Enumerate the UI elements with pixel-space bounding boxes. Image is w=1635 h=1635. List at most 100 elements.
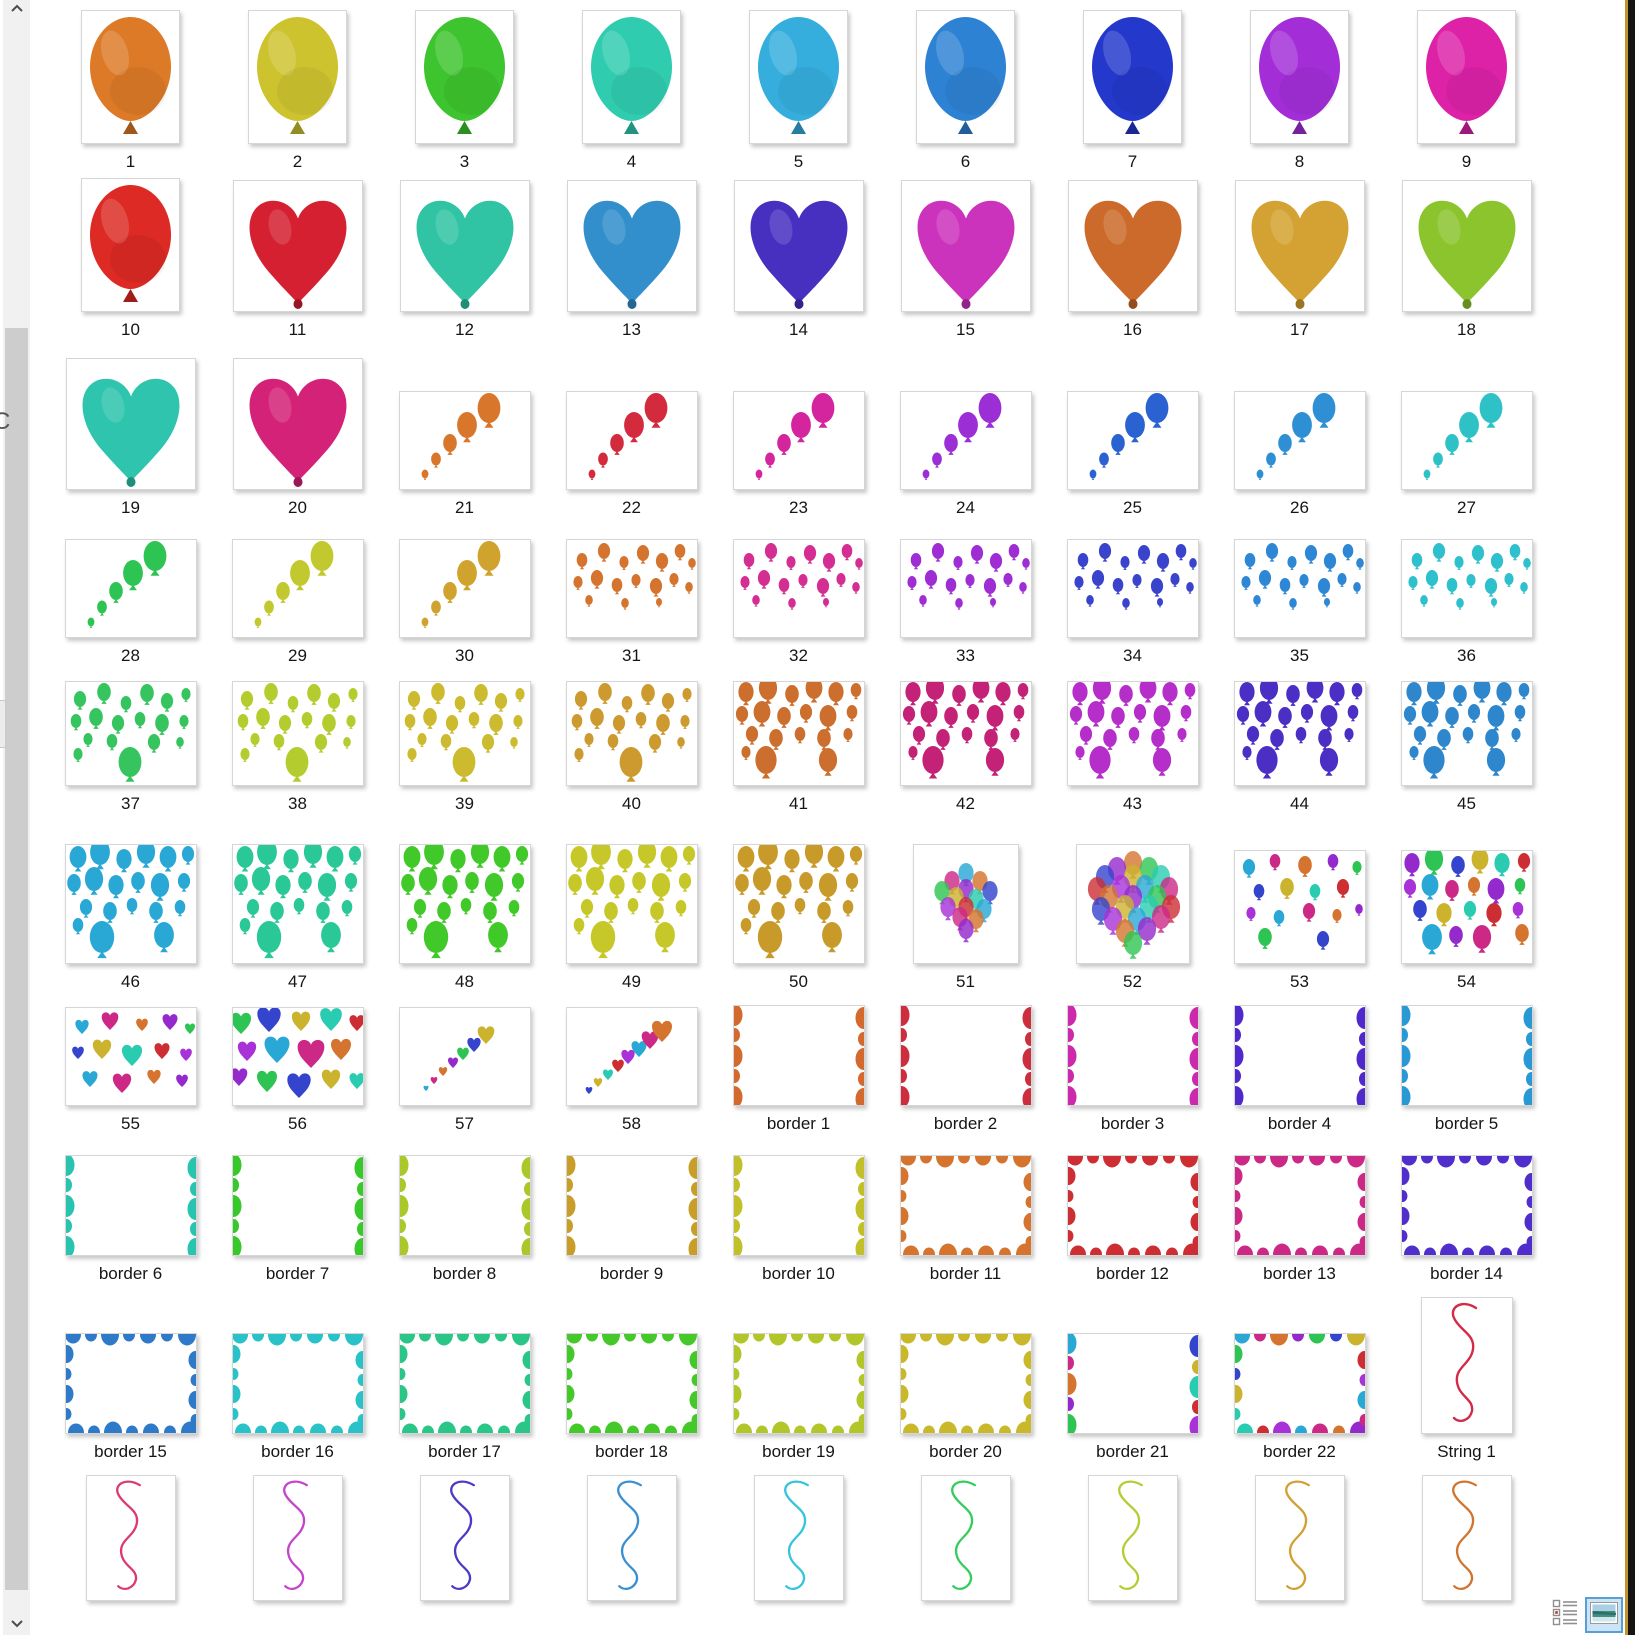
gallery-item-21[interactable]: 21 [381,346,548,524]
thumbnail-9[interactable] [1417,10,1516,144]
thumbnail-26[interactable] [1233,391,1366,490]
thumbnail-border-12[interactable] [1066,1155,1199,1256]
gallery-item-border-8[interactable]: border 8 [381,1140,548,1290]
gallery-item-border-6[interactable]: border 6 [47,1140,214,1290]
thumbnail-40[interactable] [565,681,698,786]
gallery-item-string-83[interactable] [381,1468,548,1635]
thumbnail-25[interactable] [1066,391,1199,490]
thumbnail-border-14[interactable] [1400,1155,1533,1256]
thumbnail-border-5[interactable] [1400,1005,1533,1106]
thumbnail-14[interactable] [733,180,864,312]
gallery-item-20[interactable]: 20 [214,346,381,524]
thumbnail-4[interactable] [582,10,681,144]
gallery-item-string-86[interactable] [882,1468,1049,1635]
thumbnail-border-13[interactable] [1233,1155,1366,1256]
gallery-item-string-1[interactable]: String 1 [1383,1290,1550,1468]
gallery-item-border-17[interactable]: border 17 [381,1290,548,1468]
gallery-item-48[interactable]: 48 [381,820,548,998]
thumbnail-border-7[interactable] [231,1155,364,1256]
thumbnail-27[interactable] [1400,391,1533,490]
thumbnail-border-15[interactable] [64,1333,197,1434]
thumbnail-string-81[interactable] [85,1475,176,1601]
gallery-item-45[interactable]: 45 [1383,672,1550,820]
gallery-item-29[interactable]: 29 [214,524,381,672]
thumbnail-35[interactable] [1233,539,1366,638]
thumbnail-31[interactable] [565,539,698,638]
thumbnail-3[interactable] [415,10,514,144]
gallery-item-border-15[interactable]: border 15 [47,1290,214,1468]
thumbnail-19[interactable] [65,358,196,490]
thumbnail-border-22[interactable] [1233,1333,1366,1434]
thumbnail-string-89[interactable] [1421,1475,1512,1601]
gallery-item-16[interactable]: 16 [1049,178,1216,346]
gallery-item-55[interactable]: 55 [47,998,214,1140]
gallery-item-31[interactable]: 31 [548,524,715,672]
thumbnail-10[interactable] [81,178,180,312]
gallery-item-border-22[interactable]: border 22 [1216,1290,1383,1468]
thumbnail-21[interactable] [398,391,531,490]
gallery-item-57[interactable]: 57 [381,998,548,1140]
gallery-item-10[interactable]: 10 [47,178,214,346]
gallery-item-51[interactable]: 51 [882,820,1049,998]
thumbnail-48[interactable] [398,844,531,964]
thumbnail-52[interactable] [1075,844,1190,964]
gallery-item-border-11[interactable]: border 11 [882,1140,1049,1290]
gallery-item-19[interactable]: 19 [47,346,214,524]
gallery-item-13[interactable]: 13 [548,178,715,346]
gallery-item-border-10[interactable]: border 10 [715,1140,882,1290]
thumbnail-13[interactable] [566,180,697,312]
gallery-item-17[interactable]: 17 [1216,178,1383,346]
scroll-up-button[interactable] [3,0,30,18]
thumbnail-5[interactable] [749,10,848,144]
thumbnail-string-82[interactable] [252,1475,343,1601]
thumbnail-37[interactable] [64,681,197,786]
thumbnail-51[interactable] [912,844,1019,964]
gallery-item-18[interactable]: 18 [1383,178,1550,346]
gallery-item-4[interactable]: 4 [548,0,715,178]
thumbnail-55[interactable] [64,1007,197,1106]
thumbnail-57[interactable] [398,1007,531,1106]
thumbnail-49[interactable] [565,844,698,964]
thumbnail-53[interactable] [1233,850,1366,964]
gallery-item-border-20[interactable]: border 20 [882,1290,1049,1468]
thumbnail-border-4[interactable] [1233,1005,1366,1106]
thumbnail-24[interactable] [899,391,1032,490]
thumbnail-string-85[interactable] [753,1475,844,1601]
thumbnail-56[interactable] [231,1007,364,1106]
thumbnail-7[interactable] [1083,10,1182,144]
thumbnail-22[interactable] [565,391,698,490]
thumbnail-border-11[interactable] [899,1155,1032,1256]
gallery-item-7[interactable]: 7 [1049,0,1216,178]
thumbnail-1[interactable] [81,10,180,144]
gallery-item-42[interactable]: 42 [882,672,1049,820]
thumbnail-string-84[interactable] [586,1475,677,1601]
gallery-item-26[interactable]: 26 [1216,346,1383,524]
gallery-item-43[interactable]: 43 [1049,672,1216,820]
gallery-item-9[interactable]: 9 [1383,0,1550,178]
thumbnail-50[interactable] [732,844,865,964]
thumbnail-border-1[interactable] [732,1005,865,1106]
gallery-item-53[interactable]: 53 [1216,820,1383,998]
thumbnail-36[interactable] [1400,539,1533,638]
thumbnail-6[interactable] [916,10,1015,144]
thumbnail-11[interactable] [232,180,363,312]
thumbnail-string-83[interactable] [419,1475,510,1601]
gallery-item-56[interactable]: 56 [214,998,381,1140]
gallery-item-30[interactable]: 30 [381,524,548,672]
thumbnail-38[interactable] [231,681,364,786]
thumbnail-12[interactable] [399,180,530,312]
thumbnail-border-10[interactable] [732,1155,865,1256]
gallery-item-border-19[interactable]: border 19 [715,1290,882,1468]
thumbnail-border-20[interactable] [899,1333,1032,1434]
thumbnail-42[interactable] [899,681,1032,786]
gallery-item-23[interactable]: 23 [715,346,882,524]
thumbnail-33[interactable] [899,539,1032,638]
gallery-item-38[interactable]: 38 [214,672,381,820]
gallery-item-39[interactable]: 39 [381,672,548,820]
gallery-item-border-7[interactable]: border 7 [214,1140,381,1290]
gallery-item-border-21[interactable]: border 21 [1049,1290,1216,1468]
gallery-item-41[interactable]: 41 [715,672,882,820]
gallery-item-14[interactable]: 14 [715,178,882,346]
thumbnail-border-19[interactable] [732,1333,865,1434]
gallery-item-border-3[interactable]: border 3 [1049,998,1216,1140]
